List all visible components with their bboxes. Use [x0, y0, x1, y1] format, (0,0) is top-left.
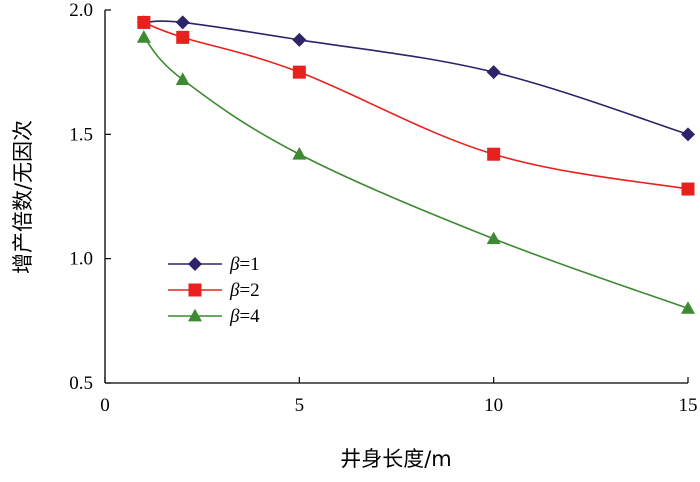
- legend-marker-diamond: [188, 257, 202, 271]
- x-tick-label: 0: [100, 395, 110, 416]
- series-line: [143, 20, 689, 136]
- legend-symbol: β: [229, 280, 240, 301]
- data-point-square: [176, 30, 190, 44]
- data-point-triangle: [175, 72, 190, 86]
- legend-item: β=2: [168, 280, 260, 301]
- series-triangle: [136, 30, 695, 314]
- y-tick-label: 0.5: [69, 373, 93, 394]
- x-axis-title: 井身长度/m: [340, 447, 452, 471]
- legend-item: β=4: [168, 306, 260, 327]
- series-layer: [136, 15, 695, 314]
- x-tick-label: 15: [679, 395, 698, 416]
- data-point-triangle: [681, 301, 695, 314]
- data-point-triangle: [292, 147, 307, 160]
- legend-marker-triangle: [188, 308, 202, 322]
- legend-value: =2: [239, 280, 259, 301]
- legend-label: β=4: [229, 306, 260, 327]
- series-line: [143, 36, 689, 310]
- data-point-diamond: [175, 15, 190, 30]
- y-axis-title: 增产倍数/无因次: [11, 120, 35, 274]
- legend-value: =4: [239, 306, 260, 327]
- legend-symbol: β: [229, 306, 240, 327]
- legend-item: β=1: [168, 254, 260, 275]
- x-tick-label: 10: [484, 395, 503, 416]
- data-point-triangle: [136, 30, 151, 43]
- series-square: [137, 15, 695, 196]
- data-point-square: [137, 15, 151, 29]
- legend-label: β=2: [229, 280, 260, 301]
- data-point-diamond: [486, 65, 501, 80]
- legend-symbol: β: [229, 254, 240, 275]
- data-point-square: [487, 147, 501, 161]
- y-tick-label: 1.0: [69, 249, 93, 270]
- legend-value: =1: [239, 254, 259, 275]
- series-diamond: [136, 15, 695, 142]
- data-point-triangle: [486, 231, 501, 245]
- y-tick-label: 1.5: [69, 124, 93, 145]
- legend-label: β=1: [229, 254, 260, 275]
- y-tick-label: 2.0: [69, 0, 93, 21]
- data-point-square: [681, 182, 695, 196]
- x-tick-label: 5: [295, 395, 305, 416]
- axes: 0 5 10 15 0.5 1.0 1.5 2.0: [69, 0, 697, 416]
- data-point-diamond: [681, 127, 695, 142]
- data-point-square: [292, 65, 306, 79]
- data-point-diamond: [292, 32, 307, 47]
- legend-marker-square: [188, 283, 202, 297]
- legend: β=1β=2β=4: [168, 254, 260, 327]
